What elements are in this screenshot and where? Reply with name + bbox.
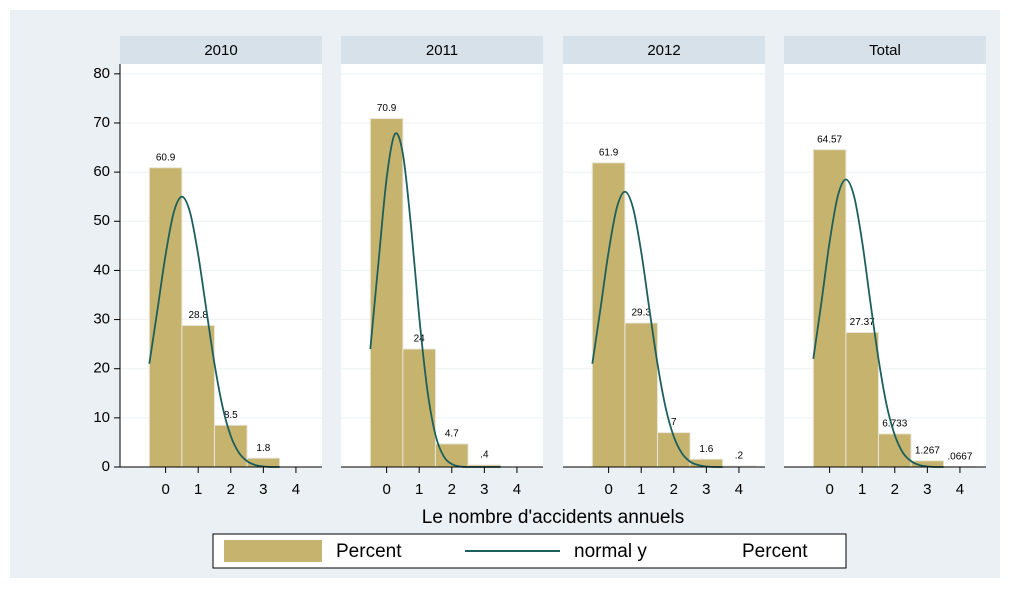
y-tick-label: 20 <box>93 360 110 377</box>
value-label: .0667 <box>947 451 972 462</box>
x-tick-label: 4 <box>956 481 964 498</box>
bar <box>149 168 182 467</box>
x-tick-label: 1 <box>637 481 645 498</box>
x-tick-label: 3 <box>259 481 267 498</box>
x-tick-label: 2 <box>227 481 235 498</box>
legend-key <box>224 540 322 562</box>
y-tick-label: 40 <box>93 261 110 278</box>
x-tick-label: 0 <box>161 481 169 498</box>
value-label: 29.3 <box>631 308 651 319</box>
value-label: 60.9 <box>156 152 176 163</box>
x-tick-label: 1 <box>415 481 423 498</box>
panel-title: 2011 <box>426 42 458 59</box>
value-label: 61.9 <box>599 147 619 158</box>
value-label: .4 <box>480 450 489 461</box>
x-tick-label: 0 <box>382 481 390 498</box>
value-label: 4.7 <box>445 429 459 440</box>
x-tick-label: 1 <box>194 481 202 498</box>
value-label: .2 <box>735 451 744 462</box>
bar <box>878 434 911 467</box>
legend-label: Percent <box>336 541 402 562</box>
legend-label: normal y <box>574 541 647 562</box>
panel-title: Total <box>869 42 901 59</box>
y-tick-label: 50 <box>93 212 110 229</box>
value-label: 6.733 <box>882 419 907 430</box>
x-tick-label: 0 <box>825 481 833 498</box>
bar <box>214 425 247 467</box>
y-tick-label: 70 <box>93 114 110 131</box>
y-tick-label: 10 <box>93 409 110 426</box>
x-tick-label: 4 <box>735 481 743 498</box>
bar <box>813 150 846 467</box>
bar <box>592 163 625 467</box>
panel-title: 2012 <box>647 42 680 59</box>
panel-title: 2010 <box>204 42 237 59</box>
y-tick-label: 0 <box>102 458 110 475</box>
x-tick-label: 0 <box>604 481 612 498</box>
value-label: 1.8 <box>256 443 270 454</box>
value-label: 7 <box>671 417 677 428</box>
value-label: 27.37 <box>850 317 875 328</box>
value-label: 64.57 <box>817 134 842 145</box>
x-tick-label: 2 <box>448 481 456 498</box>
x-tick-label: 4 <box>513 481 521 498</box>
y-tick-label: 30 <box>93 311 110 328</box>
x-tick-label: 1 <box>858 481 866 498</box>
x-tick-label: 2 <box>670 481 678 498</box>
x-tick-label: 3 <box>480 481 488 498</box>
value-label: 1.6 <box>699 444 713 455</box>
bar <box>625 323 658 467</box>
y-tick-label: 80 <box>93 65 110 82</box>
x-tick-label: 3 <box>923 481 931 498</box>
value-label: 24 <box>414 334 426 345</box>
value-label: 1.267 <box>915 445 940 456</box>
x-tick-label: 2 <box>891 481 899 498</box>
x-tick-label: 4 <box>292 481 300 498</box>
bar <box>846 332 879 467</box>
value-label: 28.8 <box>188 310 208 321</box>
y-tick-label: 60 <box>93 163 110 180</box>
bar <box>182 325 215 467</box>
legend-label: Percent <box>742 541 808 562</box>
value-label: 70.9 <box>377 103 397 114</box>
x-tick-label: 3 <box>702 481 710 498</box>
x-axis-title: Le nombre d'accidents annuels <box>422 507 684 528</box>
